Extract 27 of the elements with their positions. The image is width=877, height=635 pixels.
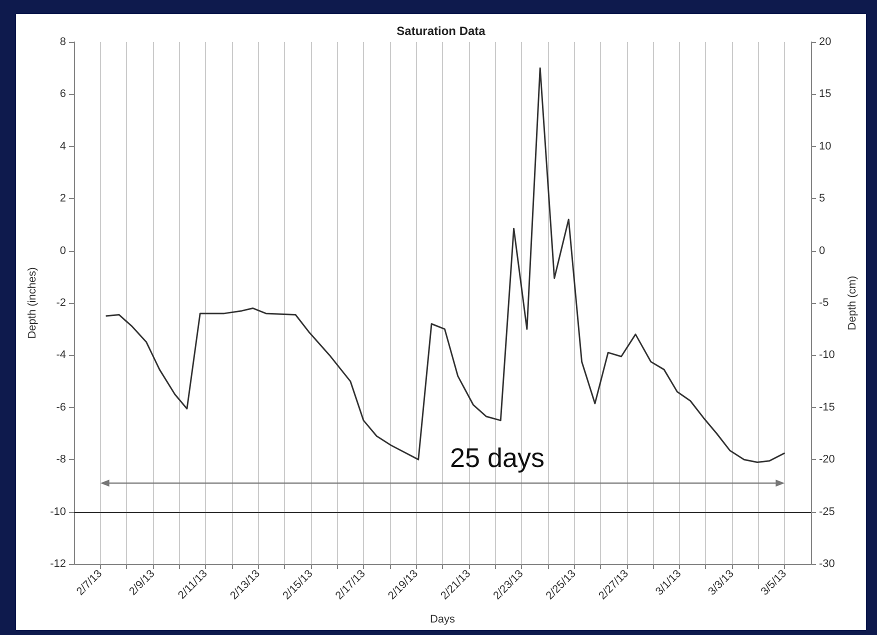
y2-tick-label: -25 <box>819 506 835 518</box>
y2-tick-label: -5 <box>819 297 829 309</box>
y-tick-label: -10 <box>50 506 66 518</box>
annotation: 25 days <box>450 443 545 474</box>
y-tick-label: -12 <box>50 558 66 570</box>
y2-tick-label: 10 <box>819 140 832 152</box>
y-tick-label: -8 <box>56 454 66 466</box>
y2-tick-label: -15 <box>819 401 835 414</box>
y-tick-label: -4 <box>56 349 66 362</box>
y-axis-title: Depth (inches) <box>26 267 38 339</box>
chart-title: Saturation Data <box>396 24 486 38</box>
y-tick-label: -6 <box>56 401 66 414</box>
y-tick-label: 4 <box>60 140 66 152</box>
y2-tick-label: 5 <box>819 192 826 205</box>
y2-tick-label: -10 <box>819 349 835 362</box>
y2-tick-label: 15 <box>819 88 832 100</box>
y-tick-label: 0 <box>60 244 66 257</box>
y-tick-label: 8 <box>60 36 66 48</box>
y2-axis-title: Depth (cm) <box>846 276 858 330</box>
y2-tick-label: 20 <box>819 36 832 48</box>
y2-tick-label: -30 <box>819 558 835 570</box>
y2-tick-label: 0 <box>819 244 826 257</box>
x-axis-title: Days <box>430 614 456 626</box>
y2-tick-label: -20 <box>819 454 835 466</box>
y-tick-label: -2 <box>56 297 66 309</box>
y-tick-label: 6 <box>60 88 66 100</box>
y-tick-label: 2 <box>60 192 66 205</box>
